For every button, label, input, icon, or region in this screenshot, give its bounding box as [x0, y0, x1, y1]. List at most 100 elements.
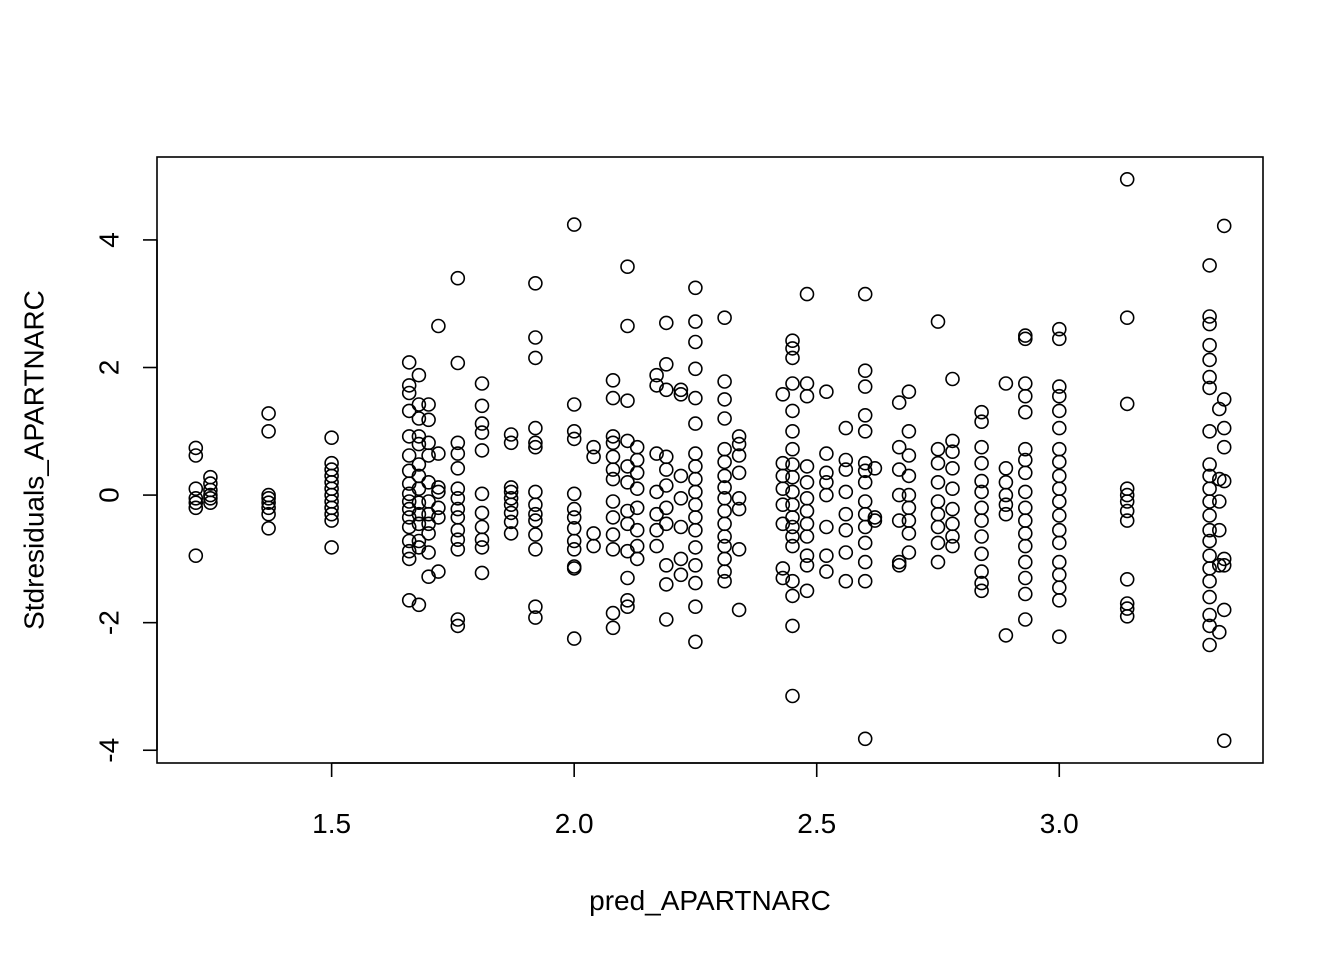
data-point — [658, 516, 674, 532]
data-point — [1119, 503, 1135, 519]
data-point — [620, 570, 635, 586]
data-point — [799, 548, 815, 564]
data-point — [566, 510, 582, 525]
data-point — [974, 455, 989, 471]
data-point — [1216, 551, 1232, 567]
data-point — [620, 259, 635, 275]
data-point — [838, 522, 854, 538]
data-point — [930, 535, 946, 551]
data-point — [785, 510, 800, 525]
data-point — [857, 474, 873, 490]
data-point — [566, 397, 582, 412]
data-point — [717, 411, 732, 426]
data-point — [566, 431, 582, 447]
data-point — [1018, 331, 1033, 347]
data-point — [930, 474, 946, 490]
data-point — [1052, 331, 1067, 347]
data-point — [930, 314, 946, 329]
data-point — [503, 497, 519, 513]
data-point — [688, 634, 703, 650]
data-point — [411, 367, 427, 383]
data-point — [688, 575, 703, 591]
data-point — [401, 355, 417, 370]
data-point — [528, 506, 543, 522]
data-point — [1018, 554, 1033, 570]
data-point — [411, 533, 427, 549]
data-point — [717, 480, 732, 495]
data-point — [411, 506, 427, 522]
data-point — [203, 476, 218, 491]
data-point — [998, 376, 1014, 391]
data-point — [528, 527, 543, 542]
data-point — [1202, 380, 1217, 396]
data-point — [1052, 535, 1067, 551]
data-point — [799, 474, 815, 490]
data-point — [566, 486, 582, 502]
data-point — [605, 494, 621, 509]
data-point — [1216, 602, 1232, 618]
data-point — [658, 577, 674, 592]
data-point — [1202, 423, 1217, 439]
y-tick-label: 2 — [94, 360, 125, 376]
data-point — [586, 449, 601, 465]
data-point — [785, 333, 800, 349]
data-point — [857, 731, 873, 747]
data-point — [658, 315, 674, 331]
data-point — [998, 460, 1014, 476]
data-point — [785, 529, 800, 544]
data-point — [605, 429, 621, 444]
data-point — [401, 551, 417, 567]
data-point — [1052, 388, 1067, 404]
data-point — [261, 506, 276, 522]
data-point — [1202, 522, 1217, 538]
data-point — [658, 557, 674, 573]
y-axis-title: Stdresiduals_APARTNARC — [19, 290, 50, 630]
data-point — [411, 457, 427, 472]
y-tick-label: 0 — [94, 487, 125, 503]
data-point — [411, 597, 427, 613]
data-point — [188, 548, 204, 564]
data-point — [450, 612, 466, 627]
data-point — [974, 484, 989, 500]
data-point — [1202, 637, 1217, 653]
data-point — [421, 412, 436, 428]
data-point — [901, 468, 917, 484]
data-point — [673, 386, 689, 402]
data-point — [450, 522, 466, 538]
data-point — [799, 557, 815, 573]
data-point — [411, 436, 427, 452]
data-point — [1216, 473, 1232, 489]
data-point — [974, 513, 989, 528]
data-point — [717, 392, 732, 407]
data-point — [775, 386, 791, 402]
x-axis: 1.5 2.0 2.5 3.0 — [312, 762, 1079, 839]
data-point — [188, 448, 204, 463]
data-point — [261, 495, 276, 511]
data-point — [261, 423, 276, 439]
data-point — [891, 513, 907, 528]
data-point — [1202, 494, 1217, 509]
data-point — [974, 546, 989, 562]
data-point — [528, 275, 543, 291]
data-point — [838, 573, 854, 589]
data-point — [629, 465, 645, 481]
data-point — [421, 397, 436, 412]
data-point — [945, 444, 960, 460]
data-point — [421, 545, 436, 560]
data-point — [421, 526, 436, 541]
data-point — [867, 460, 883, 476]
data-point — [401, 429, 417, 444]
data-point — [421, 448, 436, 463]
data-point — [857, 286, 873, 302]
data-point — [857, 379, 873, 394]
data-point — [785, 519, 800, 535]
data-point — [974, 414, 989, 430]
data-point — [819, 446, 834, 461]
x-tick-label: 1.5 — [312, 808, 351, 839]
data-point — [1119, 172, 1135, 187]
data-point — [474, 486, 490, 502]
data-point — [620, 318, 635, 334]
data-point — [605, 471, 621, 487]
data-point — [658, 612, 674, 627]
data-point — [450, 618, 466, 634]
